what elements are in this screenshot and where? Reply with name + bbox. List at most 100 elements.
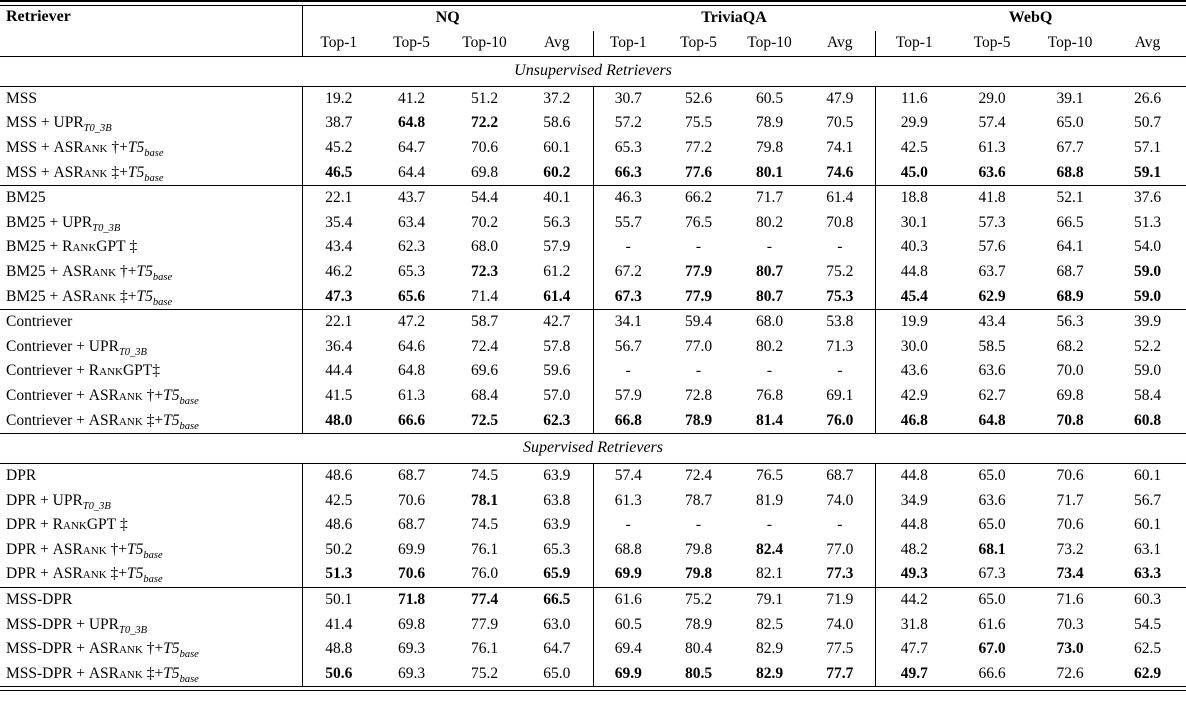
score-cell: 48.2 (874, 537, 954, 563)
label-part: †+ (142, 640, 164, 658)
score-cell: 44.8 (874, 259, 954, 285)
score-cell: 57.2 (592, 111, 663, 136)
score-cell: 38.7 (301, 111, 375, 136)
label-part: T5 (127, 565, 144, 583)
score-cell: 47.9 (826, 89, 854, 107)
retriever-label: DPR + ASRank ‡+T5base (0, 562, 302, 587)
label-part: ‡+ (116, 287, 137, 305)
label-part: base (144, 172, 164, 184)
score-cell: 73.0 (1056, 640, 1084, 658)
score-cell: 44.4 (301, 359, 375, 384)
label-part: DPR (6, 467, 37, 485)
retriever-label: BM25 + ASRank ‡+T5base (0, 284, 302, 309)
score-cell: 45.2 (301, 135, 375, 161)
score-cell: 70.8 (826, 213, 854, 231)
score-cell: 40.1 (543, 189, 571, 207)
score-cell: 74.1 (826, 138, 854, 156)
score-cell: 56.3 (1056, 313, 1084, 331)
label-part: BM25 (6, 189, 46, 207)
score-cell: 48.6 (301, 513, 375, 538)
score-cell: 59.0 (1133, 287, 1162, 305)
score-cell: 80.7 (755, 262, 784, 280)
label-part: MSS-DPR + (6, 664, 89, 682)
score-cell: 59.6 (543, 362, 571, 380)
score-cell: 52.1 (1056, 189, 1084, 207)
score-cell: 76.1 (470, 540, 499, 558)
score-cell: 62.3 (397, 238, 426, 256)
score-cell: 47.2 (397, 313, 426, 331)
score-cell: - (766, 238, 773, 256)
score-cell: 59.4 (684, 313, 713, 331)
column-header-top-1: Top-1 (874, 30, 954, 56)
score-cell: 46.2 (301, 259, 375, 285)
score-cell: 71.4 (470, 287, 499, 305)
score-cell: 68.1 (978, 540, 1006, 558)
score-cell: 71.3 (826, 337, 854, 355)
score-cell: 63.9 (543, 467, 571, 485)
score-cell: 41.5 (301, 383, 375, 409)
retriever-label: MSS (0, 86, 302, 111)
retriever-label: Contriever + RankGPT‡ (0, 359, 302, 384)
label-part: ‡+ (142, 411, 164, 429)
section-title: Supervised Retrievers (0, 432, 1186, 464)
score-cell: 82.1 (755, 565, 784, 583)
score-cell: - (837, 516, 843, 534)
label-part: RankGPT (62, 238, 126, 256)
score-cell: 49.3 (874, 562, 954, 588)
score-cell: 75.2 (470, 664, 499, 682)
score-cell: 66.2 (684, 189, 713, 207)
score-cell: 65.0 (543, 664, 571, 682)
score-cell: 68.8 (592, 537, 663, 563)
label-part: MSS-DPR (6, 591, 73, 609)
score-cell: 71.6 (1056, 591, 1084, 609)
label-part: ‡ (152, 362, 160, 380)
score-cell: 70.6 (397, 491, 426, 509)
score-cell: 39.9 (1133, 313, 1162, 331)
score-cell: 57.4 (592, 463, 663, 489)
score-cell: 61.3 (592, 488, 663, 513)
score-cell: 64.8 (397, 362, 426, 380)
score-cell: 54.4 (470, 189, 499, 207)
score-cell: 82.4 (755, 540, 784, 558)
label-part: ‡ (125, 238, 138, 256)
score-cell: 80.2 (755, 213, 784, 231)
score-cell: 70.2 (470, 213, 499, 231)
score-cell: 43.4 (301, 235, 375, 260)
score-cell: 54.0 (1133, 238, 1162, 256)
label-part: base (179, 420, 199, 432)
score-cell: 63.4 (397, 213, 426, 231)
table-row: DPR + ASRank †+T5base 50.2 69.9 76.1 65.3 68.… (0, 537, 1186, 563)
score-cell: 60.1 (1133, 516, 1162, 534)
table-row: BM25 + UPRT0_3B 35.4 63.4 70.2 56.3 55.7 76.5 8… (0, 210, 1186, 236)
score-cell: 78.9 (684, 411, 713, 429)
retriever-label: Contriever + UPRT0_3B (0, 334, 302, 359)
score-cell: 62.5 (1133, 640, 1162, 658)
table-row: BM25 22.1 43.7 54.4 40.1 46.3 66.2 71.7 61.4 18.8… (0, 185, 1186, 211)
score-cell: 73.2 (1056, 540, 1084, 558)
score-cell: 61.3 (978, 138, 1006, 156)
score-cell: 63.0 (543, 615, 571, 633)
table-row: DPR + RankGPT ‡ 48.6 68.7 74.5 63.9- - - -44.8 6… (0, 513, 1186, 538)
score-cell: - (837, 362, 843, 380)
score-cell: 42.5 (301, 488, 375, 513)
label-part: Contriever + UPR (6, 337, 119, 355)
label-part: DPR + (6, 565, 53, 583)
score-cell: 71.7 (1056, 491, 1084, 509)
score-cell: 56.7 (592, 334, 663, 360)
label-part: base (152, 272, 173, 284)
score-cell: 78.9 (684, 615, 713, 633)
score-cell: 11.6 (874, 86, 954, 112)
table-row: DPR 48.6 68.7 74.5 63.9 57.4 72.4 76.5 68.7 44.8 6… (0, 463, 1186, 489)
score-cell: 64.7 (397, 138, 426, 156)
score-cell: 72.6 (1056, 664, 1084, 682)
score-cell: 80.4 (684, 640, 713, 658)
label-part: base (179, 396, 199, 408)
score-cell: 76.1 (470, 640, 499, 658)
label-part: BM25 + (6, 262, 63, 280)
score-cell: 59.0 (1133, 362, 1162, 380)
retriever-label: BM25 + RankGPT ‡ (0, 235, 302, 260)
score-cell: 80.1 (755, 163, 784, 181)
score-cell: 64.8 (397, 114, 426, 132)
score-cell: 58.5 (978, 337, 1006, 355)
retriever-label: DPR + ASRank †+T5base (0, 538, 302, 563)
